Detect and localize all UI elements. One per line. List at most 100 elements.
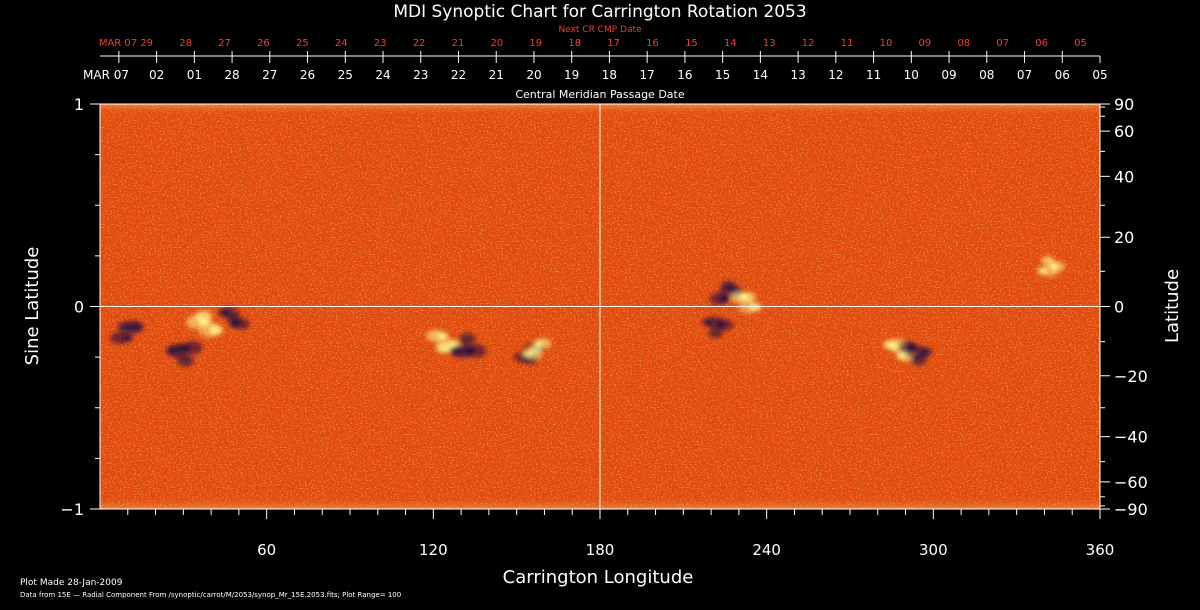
- cmp-date-label: 13: [790, 68, 805, 82]
- active-region-positive: [1041, 265, 1059, 277]
- next-cmp-date-label: 12: [802, 38, 815, 49]
- active-region-negative: [220, 306, 240, 319]
- cmp-date-label: 16: [677, 68, 692, 82]
- y-right-tick-label: −20: [1114, 367, 1148, 386]
- crosshair: [100, 104, 1100, 509]
- active-region-negative: [167, 343, 190, 359]
- next-cmp-date-label: 23: [374, 38, 387, 49]
- cmp-date-label: MAR 07: [83, 68, 129, 82]
- cmp-date-label: 09: [941, 68, 956, 82]
- next-cmp-date-label: 20: [491, 38, 504, 49]
- active-region-negative: [122, 320, 143, 334]
- next-cmp-date-label: 10: [880, 38, 893, 49]
- cmp-date-label: 08: [979, 68, 994, 82]
- active-region-negative: [458, 333, 476, 345]
- next-cmp-date-label: 27: [218, 38, 231, 49]
- y-right-tick-label: −60: [1114, 473, 1148, 492]
- cmp-date-label: 07: [1017, 68, 1032, 82]
- y-axis-left-label: Sine Latitude: [22, 247, 43, 366]
- cmp-date-label: 21: [489, 68, 504, 82]
- cmp-date-label: 01: [187, 68, 202, 82]
- data-source-note: Data from 15E — Radial Component From /s…: [20, 591, 402, 599]
- active-region-negative: [708, 328, 723, 339]
- active-region-positive: [536, 338, 552, 349]
- cmp-date-label: 22: [451, 68, 466, 82]
- x-tick-label: 180: [586, 541, 615, 559]
- cmp-date-label: 23: [413, 68, 428, 82]
- cmp-date-label: 24: [375, 68, 390, 82]
- active-region-positive: [1041, 256, 1055, 265]
- y-right-tick-label: 40: [1114, 167, 1134, 186]
- next-cmp-date-label: 26: [257, 38, 270, 49]
- cmp-date-label: 28: [224, 68, 239, 82]
- next-cmp-date-label: 24: [335, 38, 348, 49]
- next-cmp-date-label: 22: [413, 38, 426, 49]
- cmp-date-label: 11: [866, 68, 881, 82]
- active-region-positive: [525, 348, 543, 360]
- active-regions: [110, 256, 1066, 367]
- cmp-date-label: 14: [753, 68, 768, 82]
- active-region-positive: [738, 300, 758, 314]
- next-cmp-date-label: 14: [724, 38, 737, 49]
- cmp-date-label: 17: [640, 68, 655, 82]
- active-region-negative: [906, 345, 928, 360]
- next-cmp-date-label: 16: [646, 38, 659, 49]
- y-axis-right-label: Latitude: [1162, 269, 1183, 343]
- cmp-date-axis: MAR 07 02 01 28 27 26 25 24 23 22 21 20 19 18 17 16 15 14…: [83, 51, 1108, 82]
- chart-title: MDI Synoptic Chart for Carrington Rotati…: [393, 2, 806, 22]
- next-cmp-axis-label: Next CR CMP Date: [558, 25, 642, 35]
- next-cmp-date-label: 09: [919, 38, 932, 49]
- y-axis-left: 1 0 −1: [60, 95, 100, 519]
- active-region-negative: [110, 331, 129, 345]
- next-cmp-date-label: 25: [296, 38, 309, 49]
- y-right-tick-label: 60: [1114, 122, 1134, 141]
- next-cmp-date-label: 28: [179, 38, 192, 49]
- y-right-tick-label: 0: [1114, 298, 1124, 317]
- y-right-tick-label: −90: [1114, 500, 1148, 519]
- next-cmp-date-axis: MAR 07 29 28 27 26 25 24 23 22 21 20 19 18 17 16 15 14 13…: [99, 38, 1087, 49]
- cmp-date-label: 12: [828, 68, 843, 82]
- active-region-negative: [452, 343, 475, 359]
- cmp-date-label: 15: [715, 68, 730, 82]
- next-cmp-date-label: 29: [140, 38, 153, 49]
- cmp-date-label: 20: [526, 68, 541, 82]
- active-region-positive: [198, 322, 221, 338]
- y-right-tick-label: −40: [1114, 428, 1148, 447]
- next-cmp-date-label: 15: [685, 38, 698, 49]
- y-axis-right: 90 60 40 20 0 −20 −40 −60 −90: [1100, 95, 1148, 519]
- next-cmp-date-label: 19: [529, 38, 542, 49]
- x-axis-label: Carrington Longitude: [503, 567, 694, 588]
- next-cmp-date-label: MAR 07: [99, 38, 137, 49]
- active-region-negative: [706, 315, 725, 329]
- active-region-negative: [233, 318, 250, 330]
- cmp-date-label: 19: [564, 68, 579, 82]
- cmp-date-label: 05: [1092, 68, 1107, 82]
- cmp-date-label: 26: [300, 68, 315, 82]
- next-cmp-date-label: 21: [452, 38, 465, 49]
- next-cmp-date-label: 07: [996, 38, 1009, 49]
- x-tick-label: 300: [919, 541, 948, 559]
- active-region-positive: [186, 315, 206, 329]
- next-cmp-date-label: 13: [763, 38, 776, 49]
- active-region-positive: [730, 291, 747, 303]
- cmp-date-label: 02: [149, 68, 164, 82]
- x-axis: 60 120 180 240 300 360: [127, 509, 1115, 559]
- cmp-date-label: 18: [602, 68, 617, 82]
- next-cmp-date-label: 05: [1074, 38, 1087, 49]
- y-right-tick-label: 90: [1114, 95, 1134, 114]
- x-tick-label: 120: [419, 541, 448, 559]
- next-cmp-date-label: 08: [957, 38, 970, 49]
- y-left-tick-label: 1: [74, 95, 84, 114]
- x-tick-label: 360: [1086, 541, 1115, 559]
- plot-made-note: Plot Made 28-Jan-2009: [20, 578, 123, 588]
- x-tick-label: 240: [752, 541, 781, 559]
- y-left-tick-label: 0: [74, 298, 84, 317]
- y-left-tick-label: −1: [60, 500, 84, 519]
- cmp-date-label: 06: [1055, 68, 1070, 82]
- cmp-date-label: 25: [338, 68, 353, 82]
- next-cmp-date-label: 06: [1035, 38, 1048, 49]
- cmp-date-label: 27: [262, 68, 277, 82]
- cmp-date-label: 10: [904, 68, 919, 82]
- next-cmp-date-label: 18: [568, 38, 581, 49]
